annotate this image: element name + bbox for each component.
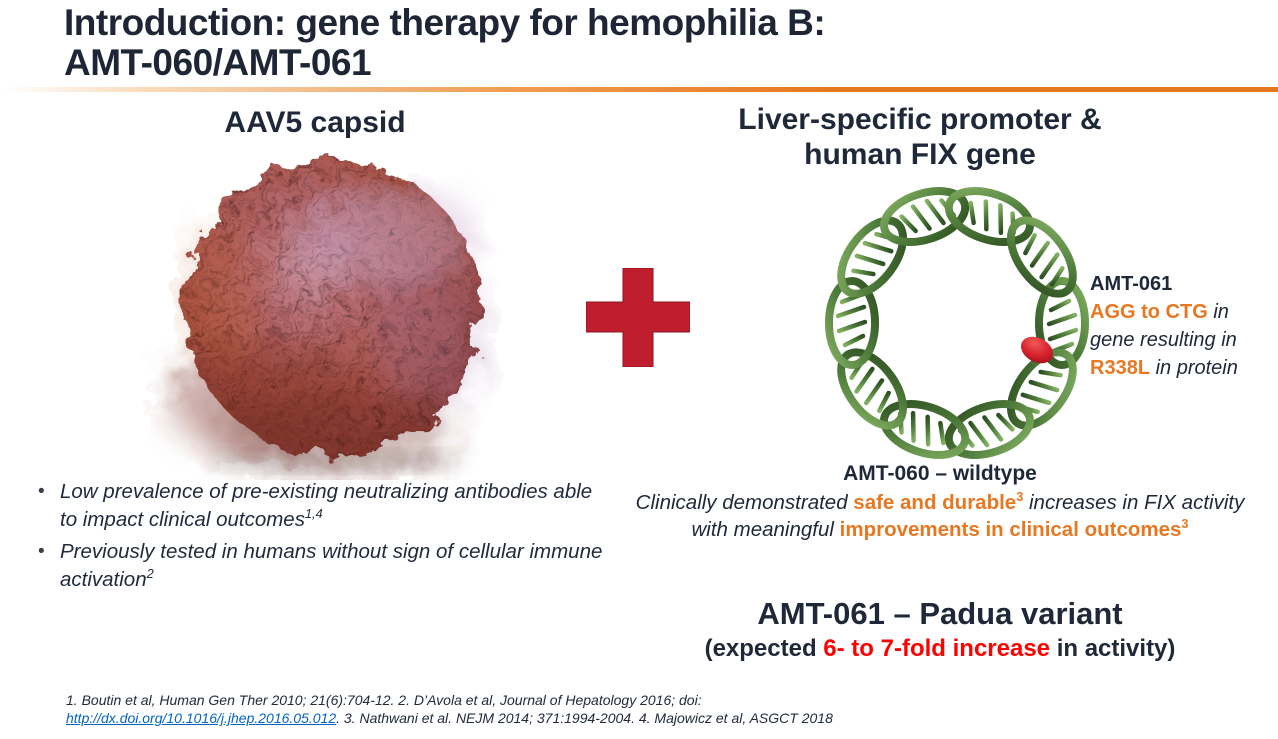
annotation-gene-line: gene resulting in: [1090, 329, 1237, 351]
aav5-capsid-image: [168, 160, 485, 475]
amt-061-padua-block: AMT-061 – Padua variant (expected 6- to …: [630, 595, 1250, 665]
bullet-neutralizing-antibodies: Low prevalence of pre-existing neutraliz…: [30, 478, 610, 533]
amt-061-padua-heading: AMT-061 – Padua variant: [757, 596, 1123, 631]
capsid-bullet-list: Low prevalence of pre-existing neutraliz…: [30, 478, 610, 598]
amt-060-wildtype-block: AMT-060 – wildtype Clinically demonstrat…: [630, 462, 1250, 543]
annotation-protein-line: R338L in protein: [1090, 357, 1238, 379]
title-accent-rule: [0, 87, 1278, 92]
plus-sign: [586, 268, 690, 367]
slide-title: Introduction: gene therapy for hemophili…: [64, 2, 826, 83]
amt-061-annotation: AMT-061 AGG to CTG in gene resulting in …: [1090, 270, 1278, 382]
aav5-capsid-heading: AAV5 capsid: [224, 106, 406, 139]
plasmid-image: [822, 178, 1092, 468]
slide-title-line1: Introduction: gene therapy for hemophili…: [64, 2, 826, 43]
reference-line1: 1. Boutin et al, Human Gen Ther 2010; 21…: [66, 692, 702, 708]
slide-title-line2: AMT-060/AMT-061: [64, 42, 372, 83]
promoter-gene-heading: Liver-specific promoter & human FIX gene: [670, 102, 1170, 172]
annotation-codon-line: AGG to CTG in: [1090, 301, 1229, 323]
amt-060-paragraph: Clinically demonstrated safe and durable…: [635, 489, 1245, 541]
bullet-immune-activation: Previously tested in humans without sign…: [30, 538, 610, 593]
promoter-gene-heading-line2: human FIX gene: [804, 138, 1036, 171]
doi-link[interactable]: http://dx.doi.org/10.1016/j.jhep.2016.05…: [66, 710, 337, 726]
promoter-gene-heading-line1: Liver-specific promoter &: [738, 103, 1102, 136]
amt-061-padua-line: (expected 6- to 7-fold increase in activ…: [704, 635, 1176, 662]
reference-line2: http://dx.doi.org/10.1016/j.jhep.2016.05…: [66, 710, 833, 726]
annotation-product-name: AMT-061: [1090, 273, 1173, 295]
references-footer: 1. Boutin et al, Human Gen Ther 2010; 21…: [66, 691, 906, 727]
mutation-marker-dot: [1020, 336, 1054, 364]
amt-060-heading: AMT-060 – wildtype: [843, 462, 1037, 485]
